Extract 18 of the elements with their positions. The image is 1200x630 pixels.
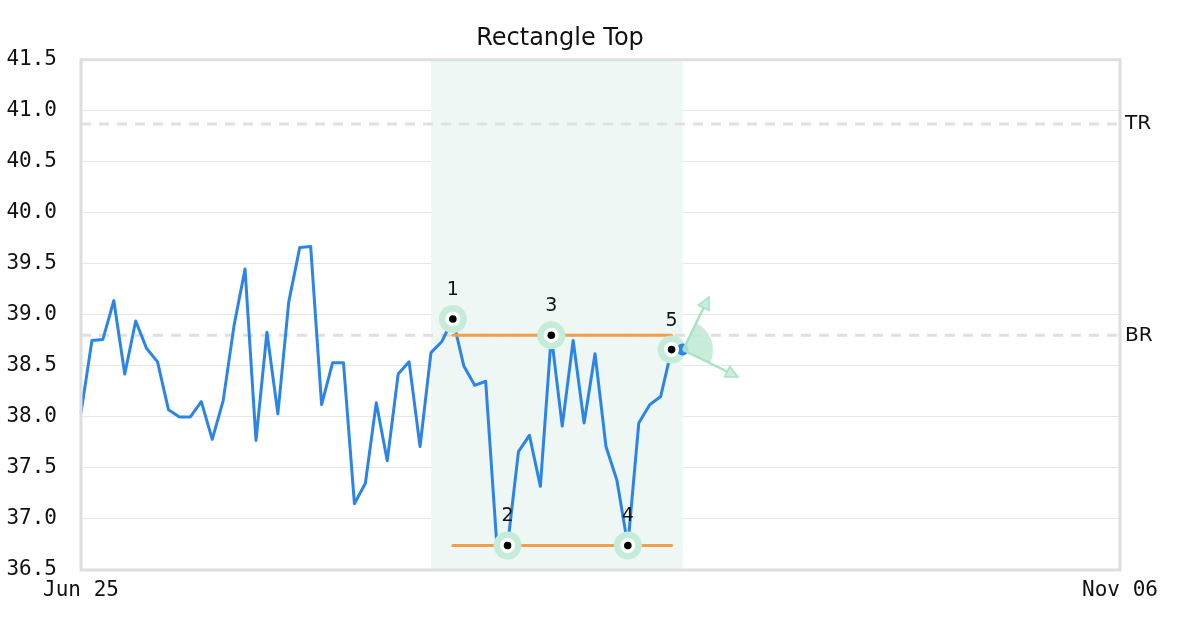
- y-tick-label: 38.5: [6, 352, 57, 377]
- x-tick-label: Nov 06: [1082, 577, 1158, 602]
- y-tick-label: 39.0: [6, 301, 57, 326]
- y-tick-label: 41.0: [6, 97, 57, 122]
- y-tick-label: 38.0: [6, 403, 57, 428]
- annotation: 3: [545, 293, 558, 316]
- annotation: 1: [446, 276, 459, 299]
- y-tick-label: 40.0: [6, 199, 57, 224]
- y-tick-label: 41.5: [6, 46, 57, 71]
- y-tick-label: 37.5: [6, 454, 57, 479]
- y-tick-label: 39.5: [6, 250, 57, 275]
- annotation: 5: [665, 307, 678, 330]
- y-tick-label: 37.0: [6, 505, 57, 530]
- ref-line-label: BR: [1125, 321, 1153, 346]
- annotation: 4: [621, 503, 634, 526]
- y-tick-label: 40.5: [6, 148, 57, 173]
- ref-line-label: TR: [1124, 110, 1152, 135]
- chart-title: Rectangle Top: [476, 22, 644, 51]
